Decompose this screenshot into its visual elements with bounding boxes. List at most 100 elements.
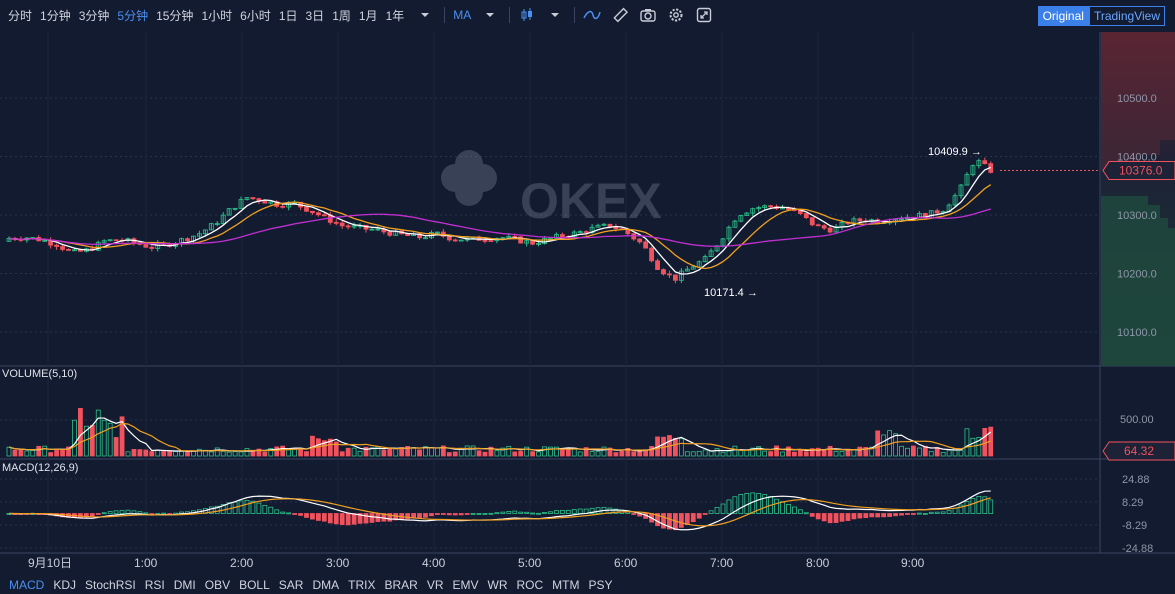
macd-histogram-down — [310, 513, 315, 520]
candle-down — [446, 235, 452, 241]
original-view-button[interactable]: Original — [1037, 6, 1089, 26]
tradingview-button[interactable]: TradingView — [1088, 6, 1165, 26]
macd-histogram-up — [512, 510, 518, 514]
indicator-tab-kdj[interactable]: KDJ — [53, 578, 77, 592]
volume-bar-down — [583, 447, 589, 457]
volume-bar-up — [964, 428, 970, 457]
interval-1[interactable]: 1分钟 — [40, 8, 71, 23]
indicator-tab-wr[interactable]: WR — [487, 578, 508, 592]
indicator-tab-boll[interactable]: BOLL — [239, 578, 270, 592]
indicator-tab-emv[interactable]: EMV — [452, 578, 479, 592]
volume-bar-up — [946, 449, 952, 457]
indicator-tab-vr[interactable]: VR — [426, 578, 444, 592]
macd-histogram-down — [667, 513, 672, 530]
indicator-tab-psy[interactable]: PSY — [588, 578, 613, 592]
macd-histogram-up — [256, 502, 262, 514]
interval-8[interactable]: 3日 — [305, 8, 325, 23]
indicator-tab-stochrsi[interactable]: StochRSI — [85, 578, 136, 592]
volume-bar-up — [684, 451, 690, 457]
volume-bar-up — [179, 451, 184, 457]
caret-down-icon[interactable] — [416, 6, 434, 24]
time-tick-label: 8:00 — [806, 556, 830, 570]
interval-0[interactable]: 分时 — [8, 8, 33, 23]
indicator-tab-macd[interactable]: MACD — [9, 578, 45, 592]
candle-down — [482, 239, 488, 242]
camera-icon[interactable] — [639, 6, 657, 24]
candle-up — [750, 208, 756, 214]
volume-bar-down — [815, 447, 821, 457]
ruler-icon[interactable] — [611, 6, 629, 24]
macd-histogram-down — [661, 513, 666, 529]
candle-up — [72, 249, 77, 252]
candle-type-icon[interactable] — [518, 6, 536, 24]
volume-bar-up — [702, 449, 708, 457]
candle-down — [60, 246, 65, 250]
candle-up — [780, 207, 785, 210]
macd-histogram-down — [292, 513, 298, 515]
interval-2[interactable]: 3分钟 — [78, 8, 110, 23]
okex-logo-circle — [455, 150, 483, 178]
indicator-tab-dma[interactable]: DMA — [312, 578, 340, 592]
indicator-tab-roc[interactable]: ROC — [516, 578, 544, 592]
volume-bar-up — [833, 451, 839, 457]
indicator-tab-sar[interactable]: SAR — [278, 578, 304, 592]
indicator-tab-obv[interactable]: OBV — [204, 578, 231, 592]
caret-down-icon[interactable] — [481, 6, 499, 24]
volume-bar-down — [399, 447, 405, 457]
interval-10[interactable]: 1月 — [358, 8, 378, 23]
interval-9[interactable]: 1周 — [332, 8, 351, 23]
indicator-select[interactable]: MA — [453, 8, 472, 22]
volume-bar-up — [750, 447, 756, 457]
macd-histogram-down — [327, 513, 333, 524]
candle-up — [423, 237, 428, 240]
macd-dea-line — [8, 497, 991, 527]
toolbar-divider — [444, 7, 446, 23]
volume-bar-up — [434, 447, 440, 457]
candle-up — [202, 229, 208, 235]
volume-bar-up — [690, 451, 696, 457]
candle-up — [577, 231, 583, 233]
interval-4[interactable]: 15分钟 — [156, 8, 194, 23]
caret-down-icon[interactable] — [546, 6, 564, 24]
indicator-tab-rsi[interactable]: RSI — [144, 578, 165, 592]
volume-bar-down — [113, 437, 119, 457]
interval-7[interactable]: 1日 — [278, 8, 298, 23]
indicator-tab-dmi[interactable]: DMI — [173, 578, 196, 592]
interval-6[interactable]: 6小时 — [240, 8, 271, 23]
volume-bar-up — [268, 448, 274, 457]
line-tool-icon[interactable] — [583, 6, 601, 24]
volume-bar-down — [863, 447, 869, 457]
interval-5[interactable]: 1小时 — [201, 8, 233, 23]
volume-bar-up — [423, 446, 428, 457]
volume-bar-down — [803, 451, 809, 457]
volume-bar-down — [488, 446, 494, 457]
candle-up — [678, 270, 684, 281]
time-tick-label: 4:00 — [422, 556, 446, 570]
candle-up — [434, 231, 440, 234]
indicator-tab-trix[interactable]: TRIX — [348, 578, 376, 592]
candle-up — [833, 226, 839, 233]
macd-histogram-down — [869, 513, 875, 518]
volume-bar-down — [60, 450, 65, 457]
macd-histogram-down — [464, 513, 470, 515]
candle-down — [655, 260, 660, 270]
candle-down — [250, 197, 256, 200]
volume-bar-up — [780, 451, 785, 457]
indicator-tab-brar[interactable]: BRAR — [384, 578, 418, 592]
interval-3[interactable]: 5分钟 — [117, 8, 149, 23]
volume-bar-down — [161, 450, 167, 457]
macd-histogram-up — [720, 503, 726, 514]
macd-histogram-up — [274, 509, 280, 514]
indicator-tab-mtm[interactable]: MTM — [552, 578, 580, 592]
current-price-tag — [1102, 161, 1175, 181]
volume-bar-up — [24, 450, 30, 457]
interval-11[interactable]: 1年 — [385, 8, 405, 23]
macd-histogram-up — [940, 511, 946, 514]
candle-up — [708, 250, 714, 257]
gear-icon[interactable] — [667, 6, 685, 24]
fullscreen-icon[interactable] — [695, 6, 713, 24]
candle-up — [458, 239, 464, 242]
candle-down — [345, 225, 351, 228]
macd-histogram-down — [89, 513, 95, 517]
